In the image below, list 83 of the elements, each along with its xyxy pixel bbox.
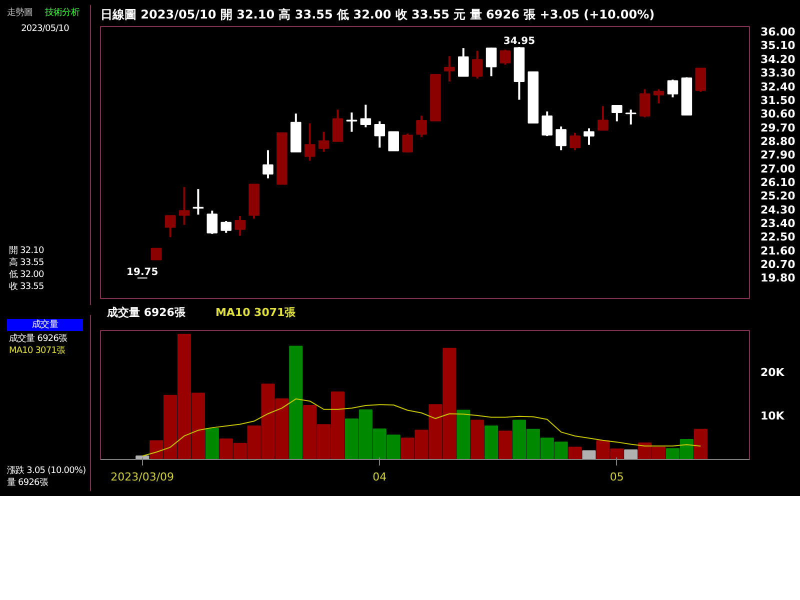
text: 成交量 — [7, 319, 83, 331]
candlestick — [150, 248, 162, 260]
y-tick-label: 36.00 — [760, 26, 796, 39]
candlestick — [234, 214, 246, 237]
candlestick — [584, 127, 594, 146]
text: 量 6926張 — [7, 477, 49, 489]
y-tick-label: 27.90 — [760, 148, 796, 162]
bar — [456, 410, 470, 460]
y-tick-label: 10K — [760, 409, 785, 422]
bar — [205, 428, 219, 460]
candlestick — [625, 108, 636, 126]
bar — [582, 450, 596, 460]
annotation: 34.95 — [503, 36, 536, 48]
text: MA10 3071張 — [9, 345, 66, 357]
candlestick — [486, 46, 497, 78]
text: 技術分析 — [45, 7, 81, 19]
y-tick-label: 34.20 — [760, 52, 796, 66]
y-tick-label: 25.20 — [760, 190, 796, 203]
candlestick — [304, 122, 316, 162]
candlestick — [500, 48, 511, 66]
candlestick — [444, 55, 455, 83]
bar — [568, 446, 582, 460]
x-tick-label: 05 — [610, 470, 624, 484]
y-tick-label: 29.70 — [760, 121, 796, 134]
text: 成交量 6926張 — [107, 306, 186, 319]
bar — [484, 425, 498, 460]
candlestick — [206, 210, 218, 235]
candlestick — [458, 47, 469, 78]
y-tick-label: 28.80 — [760, 134, 796, 148]
chart-title: 日線圖 2023/05/10 開 32.10 高 33.55 低 32.00 收 33.55 元 量 6926 張 +3.05 (+10.00%) — [100, 8, 655, 22]
bar — [498, 430, 512, 460]
bar — [470, 420, 484, 460]
candlestick — [653, 88, 664, 104]
y-tick-label: 22.50 — [760, 230, 796, 244]
y-tick-label: 35.10 — [760, 39, 796, 52]
text: 高 33.55 — [9, 257, 45, 269]
candlestick — [164, 214, 176, 238]
y-tick-label: 20K — [760, 366, 785, 379]
candlestick — [388, 131, 399, 152]
y-tick-label: 23.40 — [760, 217, 796, 230]
y-tick-label: 32.40 — [760, 80, 796, 94]
y-tick-label: 30.60 — [760, 108, 796, 121]
candlestick — [360, 104, 372, 128]
bar — [289, 346, 303, 460]
candlestick — [220, 220, 232, 234]
candlestick — [598, 105, 608, 132]
y-tick-label: 33.30 — [760, 66, 796, 80]
text: 走勢圖 — [7, 7, 34, 19]
y-tick-label: 20.70 — [760, 258, 796, 272]
text: 低 32.00 — [9, 269, 45, 281]
text: 開 32.10 — [9, 245, 45, 257]
y-tick-label: 21.60 — [760, 244, 796, 258]
text: MA10 3071張 — [215, 306, 296, 319]
candlestick — [667, 78, 678, 98]
bar — [624, 449, 638, 460]
y-tick-label: 19.80 — [760, 272, 796, 285]
candlestick — [402, 132, 413, 153]
x-tick-label: 2023/03/09 — [110, 470, 174, 484]
candlestick — [612, 104, 622, 122]
line-series — [142, 398, 702, 457]
text: 收 33.55 — [9, 281, 45, 293]
candlestick — [542, 110, 553, 138]
candlestick — [570, 132, 580, 152]
candlestick — [639, 88, 650, 118]
y-tick-label: 26.10 — [760, 176, 796, 189]
candlestick — [262, 149, 274, 180]
bar — [694, 428, 708, 460]
candlestick — [416, 114, 427, 138]
y-tick-label: 27.00 — [760, 162, 796, 176]
candlestick — [332, 108, 344, 142]
y-tick-label: 24.30 — [760, 203, 796, 216]
text: 漲跌 3.05 (10.00%) — [7, 465, 87, 477]
candlestick — [556, 125, 566, 152]
candlestick — [318, 130, 330, 153]
text: 2023/05/10 — [20, 23, 70, 35]
candlestick — [374, 120, 386, 149]
candlestick — [472, 50, 483, 80]
x-tick-label: 04 — [372, 470, 387, 484]
candlestick — [178, 186, 190, 226]
text: 成交量 6926張 — [9, 333, 68, 345]
annotation: 19.75 — [126, 266, 158, 278]
y-tick-label: 31.50 — [760, 94, 796, 107]
candlestick — [695, 67, 706, 93]
